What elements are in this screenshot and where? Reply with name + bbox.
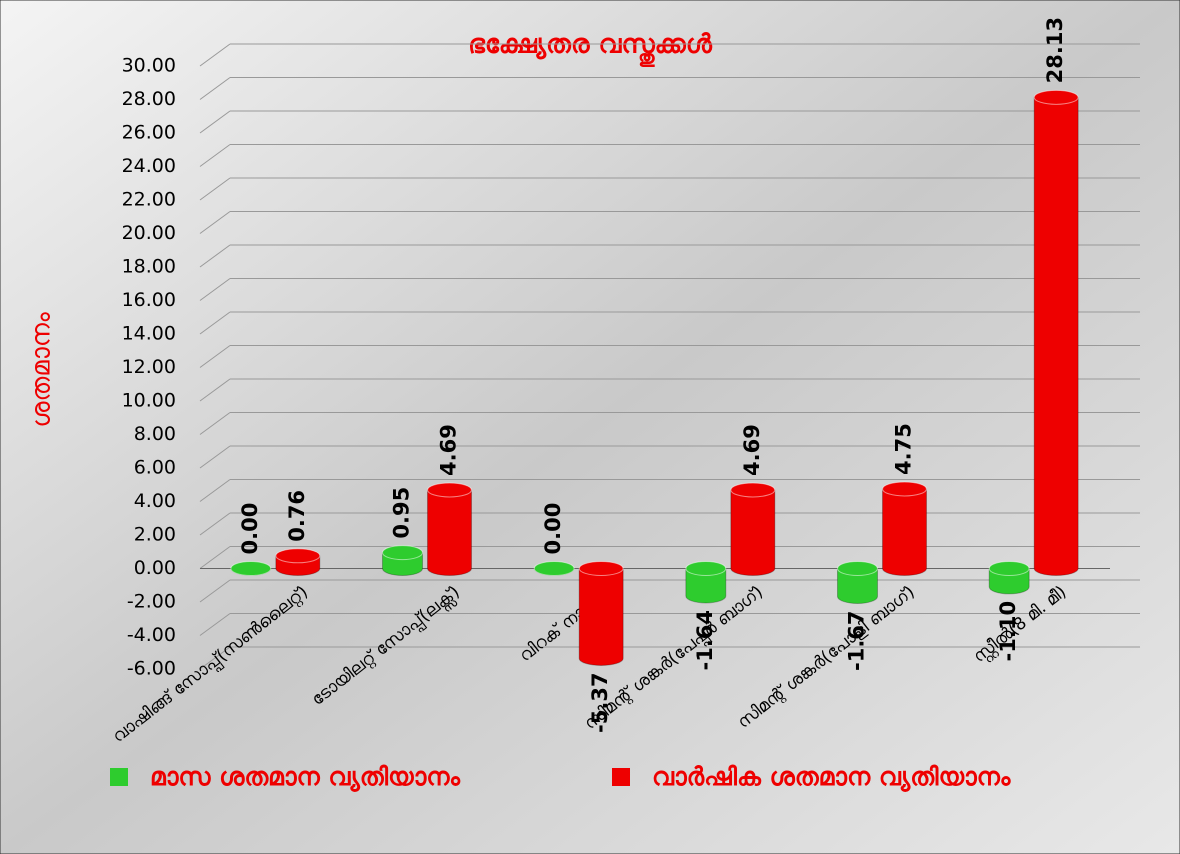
bar [837,568,878,604]
value-label: 0.00 [238,503,262,555]
value-label: -1.10 [996,601,1020,662]
y-tick-label: -2.00 [127,591,176,613]
y-tick-label: 26.00 [122,122,176,144]
value-label: -5.37 [588,672,612,733]
value-label: 0.00 [541,503,565,555]
value-label: 4.75 [892,423,916,475]
bar [1033,96,1079,576]
y-tick-label: 12.00 [122,356,176,378]
y-tick-label: 8.00 [134,423,176,445]
legend-swatch [110,768,128,786]
y-tick-label: 18.00 [122,256,176,278]
grid-line [199,144,231,167]
bar [730,489,776,576]
value-label: -1.67 [845,610,869,671]
grid-line [199,378,231,402]
y-tick-label: 10.00 [122,390,176,412]
bar [427,489,472,576]
y-tick-label: 16.00 [122,289,176,311]
bar-top [882,481,927,497]
y-tick-label: -6.00 [127,658,176,680]
grid-line [199,546,231,569]
grid-line [199,177,231,201]
y-tick-label: 22.00 [122,189,176,211]
value-label: 28.13 [1043,17,1067,83]
y-tick-label: 20.00 [122,222,176,244]
bar-top [578,561,624,576]
grid-line [199,579,231,603]
bar-top [837,561,878,576]
legend-label: മാസ ശതമാന വ്യതിയാനം [150,762,460,792]
y-tick-label: 0.00 [134,557,176,579]
grid-line [199,479,231,502]
y-tick-label: 14.00 [122,323,176,345]
y-tick-label: 2.00 [134,524,176,546]
value-label: 4.69 [437,424,461,476]
bar-top [1033,89,1079,105]
grid-line [199,445,231,469]
bar [882,488,927,576]
grid-line [199,278,231,301]
grid-line [199,512,231,536]
grid-line [199,613,231,636]
y-axis-label: ശതമാനം [27,312,57,428]
bar [578,568,624,666]
y-tick-label: -4.00 [127,624,176,646]
bar-top [382,545,423,561]
value-label: 0.95 [390,487,414,539]
grid-line [199,211,231,234]
grid-line [199,311,231,335]
grid-line [199,646,231,670]
bar-top [427,482,472,498]
grid-line [199,412,231,435]
value-label: 0.76 [285,490,309,542]
grid-line [199,43,231,67]
value-label: 4.69 [740,424,764,476]
value-label: -1.64 [693,610,717,671]
bar-top [230,561,272,576]
bar-top [533,561,575,576]
y-tick-label: 4.00 [134,490,176,512]
y-tick-label: 24.00 [122,155,176,177]
bar-top [685,561,727,576]
y-tick-label: 30.00 [122,55,176,77]
grid-line [199,110,231,134]
grid-line [199,345,231,368]
legend-swatch [612,768,630,786]
bar [685,568,727,604]
grid-line [199,77,231,100]
y-tick-label: 6.00 [134,457,176,479]
grid-line [199,244,231,268]
bar-top [275,548,321,564]
legend-label: വാർഷിക ശതമാന വ്യതിയാനം [652,762,1011,792]
bar-top [988,561,1030,576]
y-tick-label: 28.00 [122,88,176,110]
bar-top [730,482,776,498]
